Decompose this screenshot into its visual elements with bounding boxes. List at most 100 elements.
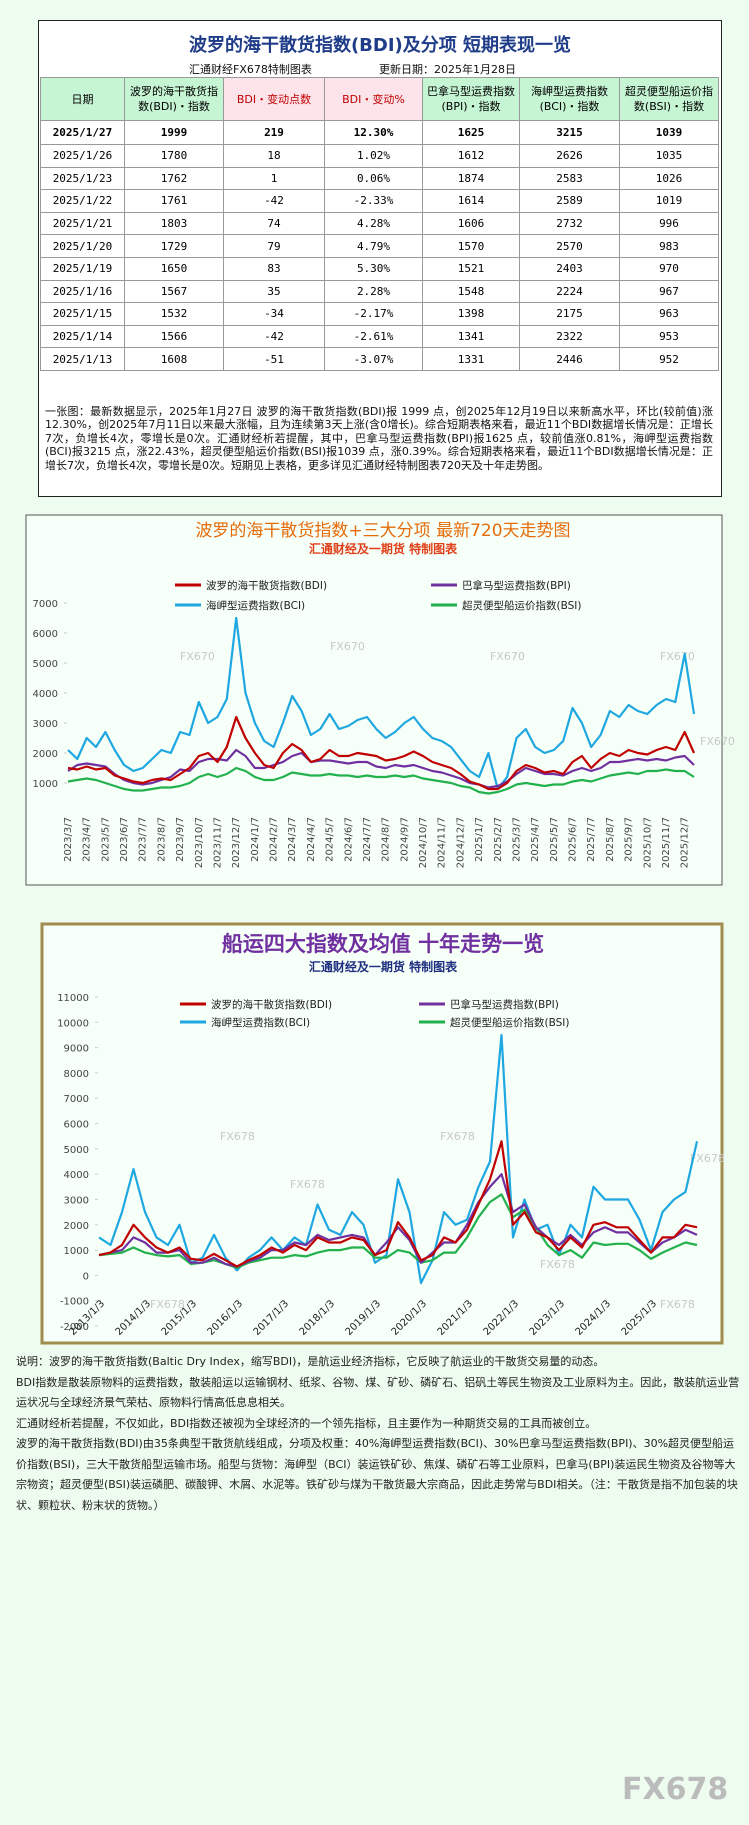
updated-date: 更新日期：2025年1月28日 bbox=[379, 63, 516, 76]
x-tick-label: 2025/6/7 bbox=[568, 817, 579, 862]
notes: 说明：波罗的海干散货指数(Baltic Dry Index，缩写BDI)，是航运… bbox=[16, 1352, 740, 1516]
table-cell: 2025/1/13 bbox=[40, 347, 125, 371]
legend-label: 超灵便型船运价指数(BSI) bbox=[450, 1016, 569, 1029]
table-cell: 2025/1/14 bbox=[40, 324, 125, 349]
y-tick-label: 1000 bbox=[33, 779, 58, 790]
x-tick-label: 2025/10/7 bbox=[642, 817, 653, 868]
table-cell: 2446 bbox=[519, 347, 620, 371]
table-cell: -51 bbox=[223, 347, 325, 371]
x-tick-label: 2024/6/7 bbox=[343, 817, 354, 862]
table-cell: 996 bbox=[619, 211, 719, 236]
x-tick-label: 2023/12/7 bbox=[231, 817, 242, 868]
table-cell: 1548 bbox=[422, 279, 520, 304]
legend-label: 海岬型运费指数(BCI) bbox=[206, 599, 305, 612]
table-cell: 2025/1/21 bbox=[40, 211, 125, 236]
table-cell: 79 bbox=[223, 234, 325, 258]
x-tick-label: 2025/5/7 bbox=[549, 817, 560, 862]
x-tick-label: 2025/8/7 bbox=[605, 817, 616, 862]
column-header: 日期 bbox=[40, 77, 125, 121]
x-tick-label: 2024/10/7 bbox=[418, 817, 429, 868]
logo: FX678 bbox=[622, 1772, 729, 1807]
table-cell: 219 bbox=[223, 120, 325, 145]
y-tick-label: 1000 bbox=[64, 1246, 89, 1257]
table-cell: 12.30% bbox=[324, 120, 423, 145]
summary-panel: 波罗的海干散货指数(BDI)及分项 短期表现一览 汇通财经FX678特制图表 更… bbox=[38, 20, 722, 497]
column-header: 超灵便型船运价指数(BSI)・指数 bbox=[619, 77, 719, 121]
y-tick-label: 6000 bbox=[33, 629, 58, 640]
table-cell: 2025/1/16 bbox=[40, 279, 125, 304]
table-cell: 1612 bbox=[422, 144, 520, 168]
watermark: FX670 bbox=[700, 735, 735, 748]
chart-frame bbox=[25, 514, 723, 886]
x-tick-label: 2024/8/7 bbox=[381, 817, 392, 862]
table-cell: 2025/1/22 bbox=[40, 189, 125, 213]
x-tick-label: 2023/6/7 bbox=[119, 817, 130, 862]
legend-label: 超灵便型船运价指数(BSI) bbox=[462, 599, 581, 612]
x-tick-label: 2024/4/7 bbox=[306, 817, 317, 862]
table-cell: 2175 bbox=[519, 302, 620, 326]
x-tick-label: 2024/5/7 bbox=[325, 817, 336, 862]
table-cell: 1999 bbox=[124, 120, 224, 145]
table-cell: -34 bbox=[223, 302, 325, 326]
table-cell: 35 bbox=[223, 279, 325, 304]
table-cell: 2025/1/20 bbox=[40, 234, 125, 258]
table-cell: 2025/1/27 bbox=[40, 120, 125, 145]
table-cell: 74 bbox=[223, 211, 325, 236]
table-row: 2025/1/15 1532 -34 -2.17% 1398 2175 963 bbox=[40, 302, 719, 326]
column-header: BDI・变动% bbox=[324, 77, 423, 121]
table-cell: 1614 bbox=[422, 189, 520, 213]
note-paragraph: BDI指数是散装原物料的运费指数，散装船运以运输钢材、纸浆、谷物、煤、矿砂、磷矿… bbox=[16, 1375, 740, 1410]
table-cell: 2570 bbox=[519, 234, 620, 258]
table-cell: 2025/1/19 bbox=[40, 256, 125, 281]
table-cell: 1608 bbox=[124, 347, 224, 371]
y-tick-label: 5000 bbox=[33, 659, 58, 670]
x-tick-label: 2024/9/7 bbox=[399, 817, 410, 862]
watermark: FX670 bbox=[660, 650, 695, 663]
watermark: FX678 bbox=[290, 1178, 325, 1191]
table-cell: 18 bbox=[223, 144, 325, 168]
y-tick-label: 0 bbox=[83, 1271, 89, 1282]
y-tick-label: 7000 bbox=[64, 1094, 89, 1105]
legend-label: 巴拿马型运费指数(BPI) bbox=[462, 579, 571, 592]
note-paragraph: 波罗的海干散货指数(BDI)由35条典型干散货航线组成，分项及权重：40%海岬型… bbox=[16, 1437, 738, 1512]
table-body: 2025/1/27 1999 219 12.30% 1625 3215 1039 2025/1… bbox=[40, 120, 719, 371]
chart-frame bbox=[40, 922, 724, 1345]
table-row: 2025/1/21 1803 74 4.28% 1606 2732 996 bbox=[40, 211, 719, 236]
table-cell: 2025/1/23 bbox=[40, 166, 125, 191]
table-cell: 1780 bbox=[124, 144, 224, 168]
x-tick-label: 2023/4/7 bbox=[82, 817, 93, 862]
table-cell: 1570 bbox=[422, 234, 520, 258]
column-header: 波罗的海干散货指数(BDI)・指数 bbox=[124, 77, 224, 121]
x-tick-label: 2025/12/7 bbox=[680, 817, 691, 868]
table-cell: 4.28% bbox=[324, 211, 423, 236]
table-cell: 83 bbox=[223, 256, 325, 281]
series-line bbox=[67, 715, 696, 791]
chart-subtitle: 汇通财经及一期货 特制图表 bbox=[309, 959, 458, 974]
table-cell: 1035 bbox=[619, 144, 719, 168]
series-line bbox=[67, 616, 696, 791]
table-cell: 970 bbox=[619, 256, 719, 281]
x-tick-label: 2024/12/7 bbox=[455, 817, 466, 868]
table-cell: 2025/1/26 bbox=[40, 144, 125, 168]
y-tick-label: 4000 bbox=[33, 689, 58, 700]
x-tick-label: 2025/9/7 bbox=[624, 817, 635, 862]
chart-subtitle: 汇通财经及一期货 特制图表 bbox=[309, 541, 458, 556]
x-tick-label: 2025/3/7 bbox=[511, 817, 522, 862]
x-tick-label: 2023/9/7 bbox=[175, 817, 186, 862]
table-cell: 1398 bbox=[422, 302, 520, 326]
x-tick-label: 2023/11/7 bbox=[212, 817, 223, 868]
x-tick-label: 2025/1/7 bbox=[474, 817, 485, 862]
legend-label: 波罗的海干散货指数(BDI) bbox=[211, 998, 332, 1011]
x-tick-label: 2023/10/7 bbox=[194, 817, 205, 868]
table-row: 2025/1/19 1650 83 5.30% 1521 2403 970 bbox=[40, 256, 719, 281]
table-cell: 1039 bbox=[619, 120, 719, 145]
table-cell: 2403 bbox=[519, 256, 620, 281]
legend-label: 波罗的海干散货指数(BDI) bbox=[206, 579, 327, 592]
x-tick-label: 2024/1/7 bbox=[250, 817, 261, 862]
table-row: 2025/1/27 1999 219 12.30% 1625 3215 1039 bbox=[40, 120, 719, 145]
data-table: 日期 波罗的海干散货指数(BDI)・指数 BDI・变动点数 BDI・变动% 巴拿马型运费… bbox=[40, 77, 719, 371]
table-cell: 953 bbox=[619, 324, 719, 349]
table-cell: 963 bbox=[619, 302, 719, 326]
x-tick-label: 2023/7/7 bbox=[138, 817, 149, 862]
